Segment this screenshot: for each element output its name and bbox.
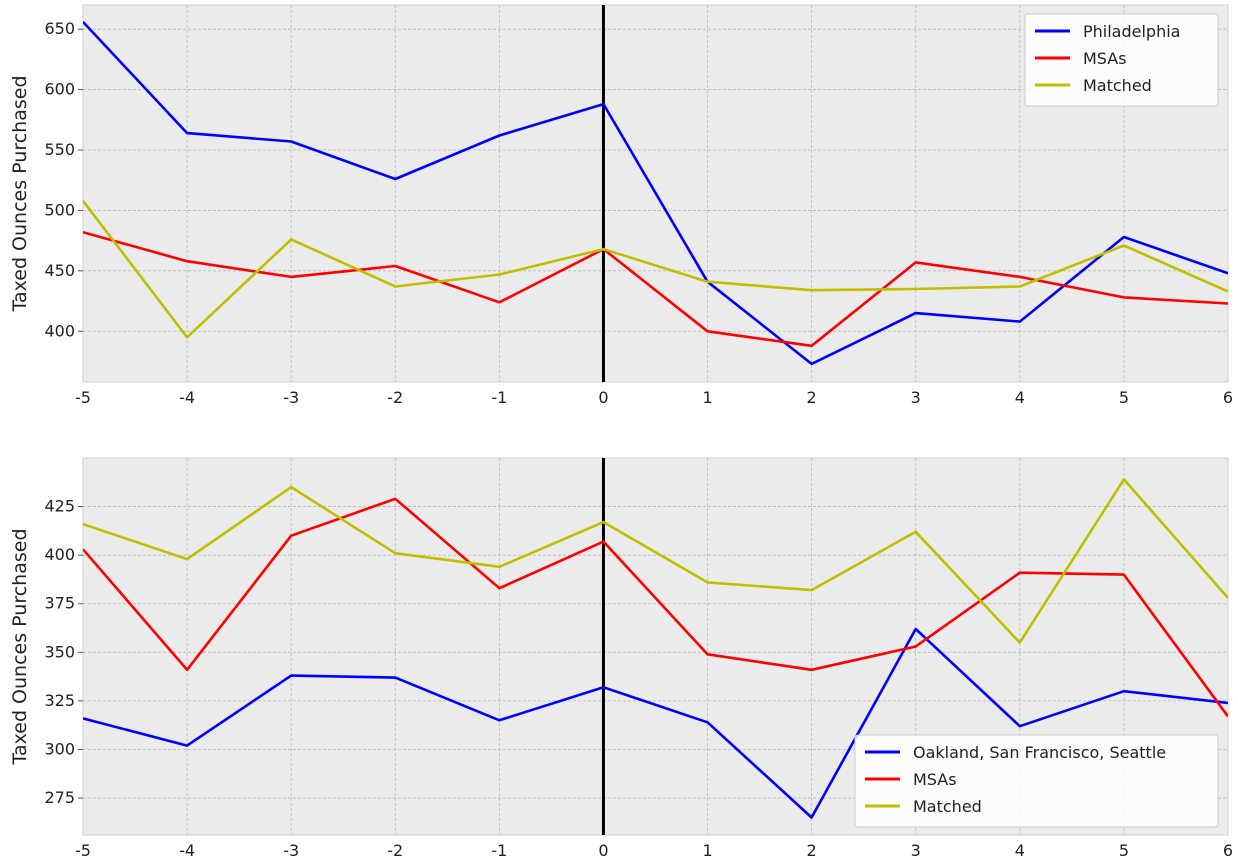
y-tick-label: 450 — [44, 261, 75, 280]
y-tick-label: 600 — [44, 80, 75, 99]
series-line-3 — [83, 200, 1228, 339]
y-tick-label: 375 — [44, 594, 75, 613]
x-tick-label: 4 — [1015, 388, 1025, 407]
x-tick-label: 6 — [1223, 388, 1233, 407]
legend-label: Philadelphia — [1083, 22, 1180, 41]
x-tick-label: 4 — [1015, 841, 1025, 860]
series-line-1 — [83, 627, 1228, 819]
y-tick-label: 275 — [44, 788, 75, 807]
x-tick-label: 1 — [702, 388, 712, 407]
y-tick-label: 650 — [44, 19, 75, 38]
x-tick-label: 1 — [702, 841, 712, 860]
y-tick-label: 325 — [44, 691, 75, 710]
legend-label: Oakland, San Francisco, Seattle — [913, 743, 1166, 762]
chart-panel-2: -5 -4 -3 -2 -1 0 1 2 3 4 5 6 275 300 325 350 375 400 425 Ta… — [9, 457, 1233, 860]
x-tick-label: -5 — [75, 388, 91, 407]
x-tick-label: 2 — [807, 388, 817, 407]
x-tick-label: 0 — [598, 841, 608, 860]
x-tick-label: -1 — [491, 388, 507, 407]
legend: Oakland, San Francisco, Seattle MSAs Match… — [854, 734, 1219, 828]
legend-label: Matched — [1083, 76, 1152, 95]
x-tick-label: 3 — [911, 841, 921, 860]
plot-frame — [82, 457, 1229, 836]
series-line-3 — [83, 478, 1228, 644]
legend-box — [854, 734, 1219, 828]
x-tick-label: -2 — [387, 388, 403, 407]
x-tick-label: 3 — [911, 388, 921, 407]
y-axis-label: Taxed Ounces Purchased — [9, 75, 31, 312]
x-tick-label: -5 — [75, 841, 91, 860]
y-tick-label: 400 — [44, 321, 75, 340]
x-tick-label: 2 — [807, 841, 817, 860]
legend-label: MSAs — [913, 770, 957, 789]
x-tick-label: 5 — [1119, 388, 1129, 407]
chart-panel-1: -5 -4 -3 -2 -1 0 1 2 3 4 5 6 400 450 500 550 600 650 Taxed… — [9, 4, 1233, 407]
x-tick-label: 5 — [1119, 841, 1129, 860]
x-tick-label: -2 — [387, 841, 403, 860]
y-tick-label: 425 — [44, 497, 75, 516]
x-tick-label: -4 — [179, 841, 195, 860]
x-tick-label: 0 — [598, 388, 608, 407]
series-line-1 — [83, 21, 1228, 366]
legend-label: MSAs — [1083, 49, 1127, 68]
y-axis-label: Taxed Ounces Purchased — [9, 528, 31, 765]
y-tick-label: 500 — [44, 200, 75, 219]
plot-frame — [82, 4, 1229, 383]
y-tick-label: 350 — [44, 642, 75, 661]
x-tick-label: -3 — [283, 388, 299, 407]
y-tick-label: 400 — [44, 545, 75, 564]
legend-box — [1024, 13, 1219, 107]
legend: Philadelphia MSAs Matched — [1024, 13, 1219, 107]
series-line-2 — [83, 497, 1228, 718]
x-tick-label: -1 — [491, 841, 507, 860]
x-tick-label: -4 — [179, 388, 195, 407]
x-tick-label: 6 — [1223, 841, 1233, 860]
y-tick-label: 300 — [44, 739, 75, 758]
y-tick-label: 550 — [44, 140, 75, 159]
legend-label: Matched — [913, 797, 982, 816]
x-tick-label: -3 — [283, 841, 299, 860]
